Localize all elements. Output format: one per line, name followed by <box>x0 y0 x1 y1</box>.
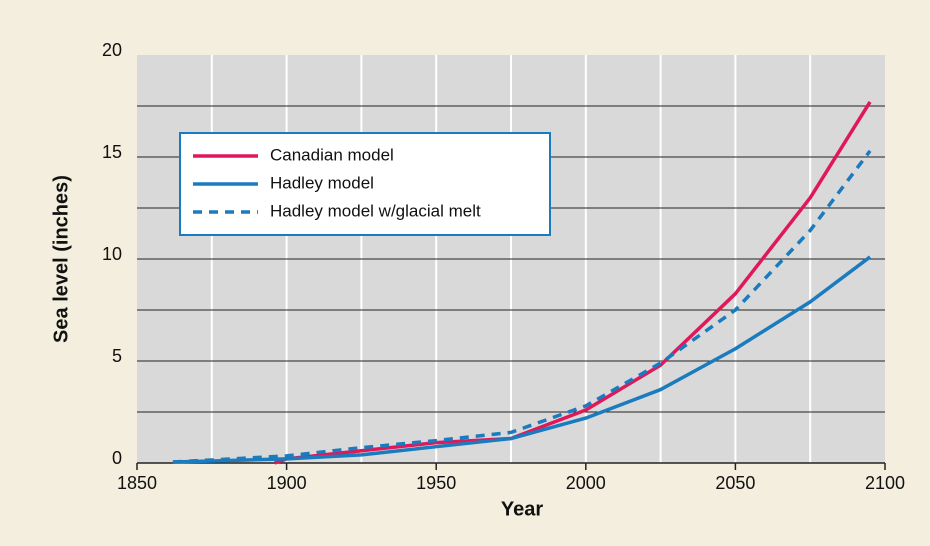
x-axis-label: Year <box>501 498 543 520</box>
y-tick-label: 5 <box>112 346 122 366</box>
y-tick-label: 0 <box>112 448 122 468</box>
x-tick-label: 1850 <box>117 473 157 493</box>
legend-label: Hadley model w/glacial melt <box>270 201 481 220</box>
series-line <box>274 100 872 465</box>
y-axis-label: Sea level (inches) <box>50 175 72 343</box>
y-tick-label: 10 <box>102 244 122 264</box>
x-tick-label: 2000 <box>566 473 606 493</box>
x-tick-label: 1950 <box>416 473 456 493</box>
legend-label: Canadian model <box>270 145 394 164</box>
legend-label: Hadley model <box>270 173 374 192</box>
series-line <box>172 255 872 464</box>
x-tick-label: 2100 <box>865 473 905 493</box>
x-tick-label: 2050 <box>715 473 755 493</box>
series-line <box>172 149 872 464</box>
x-tick-label: 1900 <box>267 473 307 493</box>
y-tick-label: 20 <box>102 40 122 60</box>
y-tick-label: 15 <box>102 142 122 162</box>
